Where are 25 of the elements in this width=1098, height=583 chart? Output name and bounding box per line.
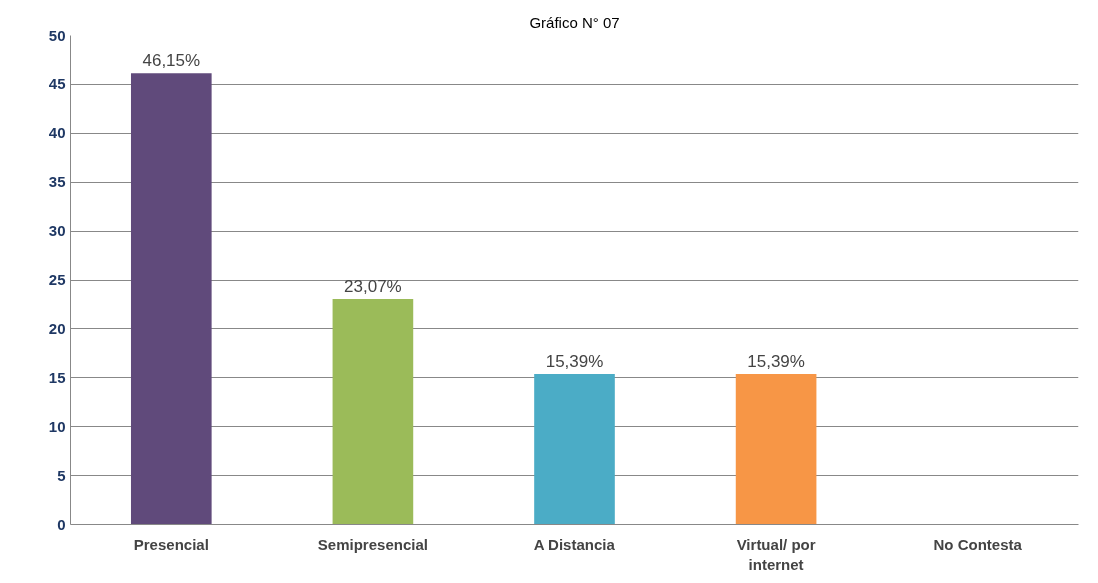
y-tick-label: 20 xyxy=(48,319,66,337)
y-tick-label: 5 xyxy=(57,466,66,484)
y-tick-label: 25 xyxy=(48,271,66,288)
x-tick-label: Presencial xyxy=(133,535,209,553)
y-tick-label: 35 xyxy=(48,173,66,191)
data-label: 15,39% xyxy=(545,351,604,371)
x-tick-label: Semipresencial xyxy=(317,535,428,553)
x-tick-label: No Contesta xyxy=(933,535,1023,553)
bar xyxy=(332,298,414,525)
y-tick-label: 0 xyxy=(57,515,66,533)
y-tick-label: 50 xyxy=(48,26,66,44)
data-label: 15,39% xyxy=(747,351,805,371)
y-tick-label: 10 xyxy=(48,417,66,435)
y-tick-label: 15 xyxy=(48,368,66,386)
chart-title: Gráfico N° 07 xyxy=(529,13,620,31)
bar xyxy=(534,373,615,525)
y-tick-label: 30 xyxy=(48,222,66,240)
bar xyxy=(130,73,212,525)
y-tick-label: 45 xyxy=(48,75,66,93)
x-tick-label: A Distancia xyxy=(533,535,616,553)
bar xyxy=(735,373,817,525)
x-tick-label: Virtual/ por internet xyxy=(736,535,816,573)
data-label: 46,15% xyxy=(142,51,201,71)
y-tick-label: 40 xyxy=(48,124,66,142)
data-label: 23,07% xyxy=(344,276,402,296)
